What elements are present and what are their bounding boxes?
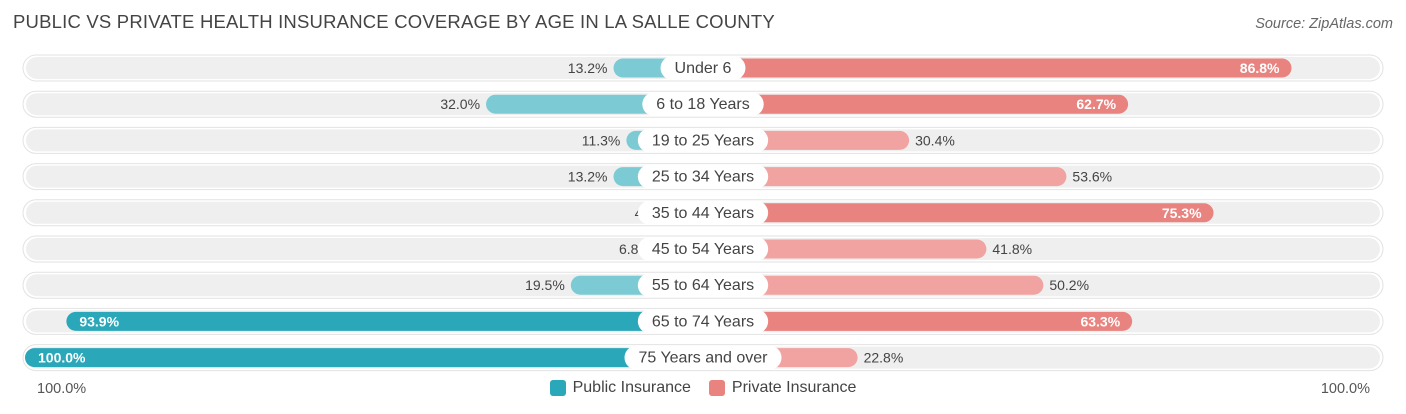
legend-label-private: Private Insurance xyxy=(731,379,857,396)
value-label-private: 30.4% xyxy=(915,132,955,148)
category-pill xyxy=(642,92,764,117)
bar-private xyxy=(703,167,1067,187)
value-label-public: 11.3% xyxy=(582,132,621,148)
bar-private xyxy=(703,311,1133,331)
category-label: 45 to 54 Years xyxy=(652,241,754,258)
category-pill xyxy=(660,56,746,80)
bar-public xyxy=(25,348,703,368)
value-label-public: 100.0% xyxy=(38,350,86,366)
value-label-public: 93.9% xyxy=(79,313,119,329)
category-label: 25 to 34 Years xyxy=(652,169,754,186)
value-label-public: 32.0% xyxy=(440,96,480,112)
value-label-private: 22.8% xyxy=(864,350,904,366)
value-label-private: 75.3% xyxy=(1162,205,1202,221)
bar-public xyxy=(66,311,703,331)
category-label: 75 Years and over xyxy=(639,350,769,367)
category-pill xyxy=(624,345,782,370)
value-label-private: 62.7% xyxy=(1076,96,1116,112)
value-label-private: 50.2% xyxy=(1049,277,1089,293)
axis-right-label: 100.0% xyxy=(1320,381,1370,397)
category-pill xyxy=(637,309,769,334)
legend-item-private: Private Insurance xyxy=(708,379,857,397)
legend-swatch-public xyxy=(549,380,566,396)
axis-left-label: 100.0% xyxy=(37,381,87,397)
category-pill xyxy=(637,128,769,153)
category-pill xyxy=(637,237,769,261)
legend: Public Insurance Private Insurance xyxy=(0,379,1406,397)
source-label: Source: ZipAtlas.com xyxy=(1255,16,1393,32)
value-label-private: 53.6% xyxy=(1072,169,1112,185)
legend-item-public: Public Insurance xyxy=(549,379,691,397)
value-label-private: 86.8% xyxy=(1240,60,1280,76)
category-label: 65 to 74 Years xyxy=(652,313,754,330)
category-label: 55 to 64 Years xyxy=(652,277,754,294)
value-label-public: 13.2% xyxy=(568,169,608,185)
value-label-private: 63.3% xyxy=(1080,313,1120,329)
bar-private xyxy=(703,275,1044,295)
category-pill xyxy=(637,200,769,225)
bar-private xyxy=(703,58,1292,78)
value-label-public: 19.5% xyxy=(525,277,565,293)
bar-private xyxy=(703,239,987,259)
value-label-public: 13.2% xyxy=(568,60,608,76)
category-label: Under 6 xyxy=(675,60,732,77)
category-label: 19 to 25 Years xyxy=(652,132,754,149)
legend-label-public: Public Insurance xyxy=(572,379,691,396)
legend-swatch-private xyxy=(708,380,725,396)
value-label-private: 41.8% xyxy=(992,241,1032,257)
bar-private xyxy=(703,94,1129,114)
category-label: 6 to 18 Years xyxy=(656,96,749,113)
category-pill xyxy=(637,164,769,189)
bar-private xyxy=(703,203,1214,223)
category-label: 35 to 44 Years xyxy=(652,205,754,222)
chart-title: PUBLIC VS PRIVATE HEALTH INSURANCE COVER… xyxy=(13,11,775,32)
category-pill xyxy=(637,273,769,298)
